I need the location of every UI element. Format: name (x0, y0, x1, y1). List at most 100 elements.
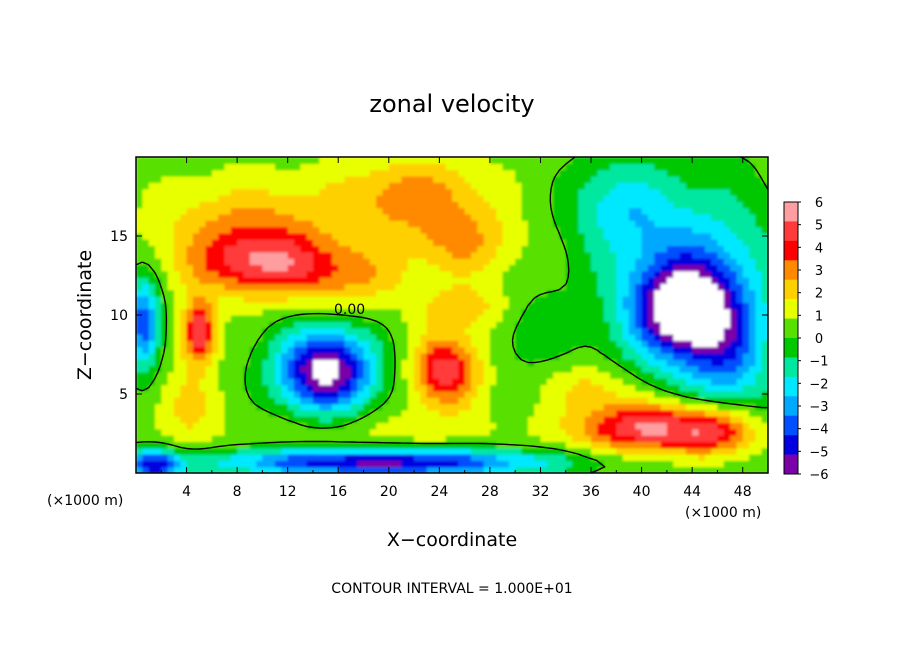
field-cell (749, 188, 756, 196)
field-cell (173, 264, 181, 272)
field-cell (369, 258, 377, 266)
field-cell (331, 447, 339, 455)
field-cell (647, 447, 655, 455)
field-cell (287, 403, 295, 411)
field-cell (515, 163, 523, 171)
field-cell (173, 466, 181, 473)
field-cell (704, 239, 712, 247)
field-cell (641, 264, 649, 272)
field-cell (540, 403, 548, 411)
field-cell (199, 460, 207, 468)
field-cell (249, 454, 257, 461)
field-cell (489, 175, 497, 183)
field-cell (483, 302, 491, 310)
field-cell (192, 201, 200, 209)
field-cell (641, 270, 649, 278)
field-cell (477, 270, 485, 278)
field-cell (154, 239, 162, 247)
field-cell (584, 201, 592, 209)
field-cell (553, 441, 561, 449)
field-cell (243, 365, 251, 373)
field-cell (338, 169, 346, 177)
field-cell (470, 397, 478, 405)
field-cell (736, 447, 744, 455)
field-cell (256, 175, 263, 183)
field-cell (742, 321, 750, 329)
field-cell (736, 422, 744, 430)
field-cell (331, 403, 339, 411)
field-cell (515, 422, 523, 430)
field-cell (616, 308, 624, 316)
field-cell (420, 283, 428, 291)
field-cell (445, 289, 453, 297)
field-cell (559, 258, 567, 266)
field-cell (755, 435, 763, 442)
field-cell (452, 220, 459, 228)
field-cell (268, 333, 276, 341)
field-cell (698, 182, 706, 190)
field-cell (161, 157, 169, 164)
field-cell (275, 315, 282, 322)
field-cell (382, 188, 390, 196)
field-cell (572, 201, 579, 209)
field-cell (628, 157, 636, 164)
field-cell (464, 403, 472, 411)
field-cell (376, 277, 384, 284)
field-cell (445, 296, 453, 303)
field-cell (224, 182, 232, 190)
field-cell (723, 460, 731, 468)
field-cell (173, 258, 181, 266)
field-cell (363, 232, 371, 240)
field-cell (761, 454, 768, 461)
field-cell (736, 416, 744, 424)
field-cell (673, 232, 681, 240)
field-cell (527, 352, 535, 360)
field-cell (635, 409, 643, 417)
field-cell (635, 397, 643, 405)
field-cell (445, 163, 453, 171)
field-cell (704, 226, 712, 234)
field-cell (256, 163, 263, 171)
field-cell (761, 384, 768, 392)
field-cell (692, 277, 700, 284)
field-cell (154, 251, 162, 259)
field-cell (173, 169, 181, 177)
field-cell (717, 333, 725, 341)
field-cell (237, 201, 245, 209)
field-cell (344, 416, 352, 424)
field-cell (666, 315, 674, 322)
field-cell (711, 308, 719, 316)
field-cell (496, 454, 504, 461)
field-cell (401, 220, 409, 228)
field-cell (603, 454, 611, 461)
field-cell (445, 435, 453, 442)
field-cell (736, 340, 744, 348)
field-cell (489, 277, 497, 284)
field-cell (262, 308, 270, 316)
field-cell (717, 422, 725, 430)
field-cell (654, 251, 662, 259)
field-cell (730, 371, 737, 379)
field-cell (433, 435, 440, 442)
field-cell (395, 340, 403, 348)
field-cell (237, 428, 245, 436)
field-cell (470, 251, 478, 259)
field-cell (243, 390, 251, 398)
field-cell (433, 163, 440, 171)
field-cell (243, 220, 251, 228)
field-cell (205, 270, 213, 278)
field-cell (192, 175, 200, 183)
field-cell (559, 302, 567, 310)
field-cell (553, 239, 561, 247)
field-cell (294, 220, 301, 228)
field-cell (426, 454, 434, 461)
field-cell (628, 403, 636, 411)
field-cell (673, 441, 681, 449)
field-cell (521, 435, 529, 442)
field-cell (565, 296, 573, 303)
field-cell (199, 428, 207, 436)
field-cell (521, 390, 529, 398)
field-cell (761, 251, 768, 259)
field-cell (218, 435, 226, 442)
field-cell (142, 175, 150, 183)
